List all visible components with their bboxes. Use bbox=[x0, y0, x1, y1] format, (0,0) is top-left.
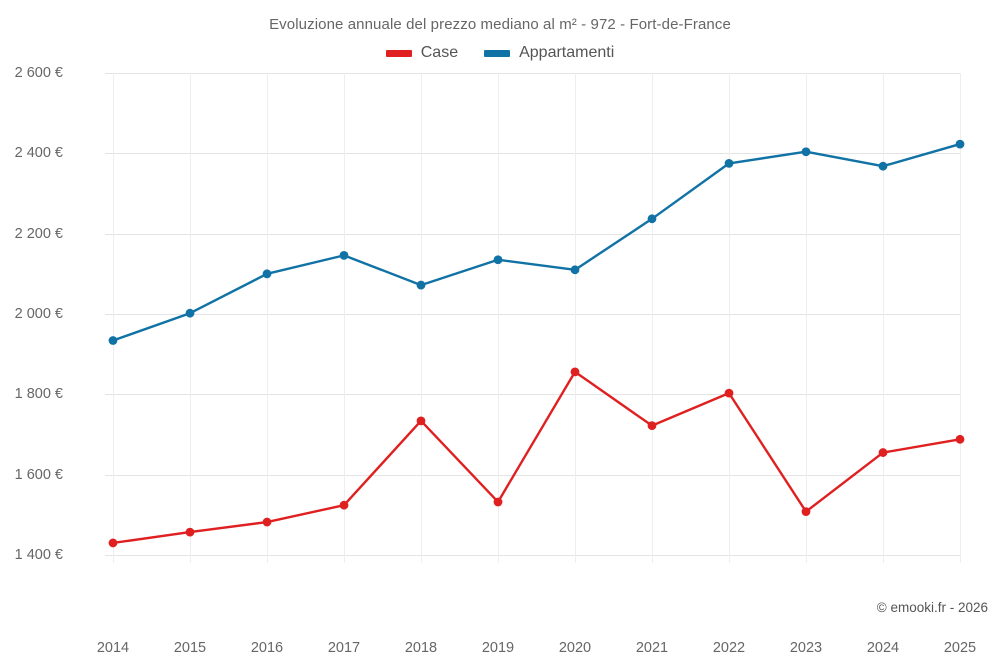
x-axis-tick-label: 2020 bbox=[558, 640, 592, 656]
x-axis-tick-label: 2018 bbox=[404, 640, 438, 656]
gridline-horizontal bbox=[105, 555, 960, 556]
gridline-vertical bbox=[498, 73, 499, 563]
gridline-vertical bbox=[729, 73, 730, 563]
legend-swatch-case-icon bbox=[385, 49, 412, 57]
gridline-vertical bbox=[113, 73, 114, 563]
y-axis-tick-label: 2 600 € bbox=[14, 65, 63, 81]
chart-title: Evoluzione annuale del prezzo mediano al… bbox=[269, 16, 731, 33]
y-axis-tick-label: 2 200 € bbox=[14, 225, 63, 242]
gridline-vertical bbox=[421, 73, 422, 563]
x-axis-tick-label: 2025 bbox=[943, 640, 977, 656]
legend-item-case[interactable]: Case bbox=[385, 44, 459, 62]
gridline-horizontal bbox=[105, 233, 960, 235]
chart-legend: Case Appartamenti bbox=[0, 44, 1000, 62]
gridline-vertical bbox=[575, 73, 576, 563]
y-axis-tick-label: 2 400 € bbox=[14, 145, 63, 162]
legend-label-case: Case bbox=[420, 44, 459, 61]
x-axis-tick-label: 2017 bbox=[327, 640, 361, 656]
gridline-horizontal bbox=[105, 314, 960, 315]
gridline-vertical bbox=[190, 73, 191, 563]
gridline-vertical bbox=[652, 73, 653, 563]
gridline-horizontal bbox=[105, 153, 960, 155]
chart-container: Evoluzione annuale del prezzo mediano al… bbox=[0, 16, 1000, 656]
x-axis-tick-label: 2015 bbox=[173, 640, 207, 656]
gridline-vertical bbox=[806, 73, 807, 563]
y-axis-tick-label: 1 400 € bbox=[14, 547, 63, 563]
gridline-vertical bbox=[344, 73, 345, 563]
x-axis-tick-label: 2014 bbox=[96, 640, 130, 656]
x-axis-tick-label: 2022 bbox=[712, 640, 746, 656]
gridline-horizontal bbox=[105, 394, 960, 396]
x-axis-tick-label: 2024 bbox=[866, 640, 900, 656]
x-axis-tick-label: 2021 bbox=[635, 640, 669, 656]
footer-credit: © emooki.fr - 2026 bbox=[876, 600, 988, 615]
x-axis-tick-label: 2023 bbox=[789, 640, 823, 656]
legend-item-appartamenti[interactable]: Appartamenti bbox=[484, 44, 614, 62]
gridline-horizontal bbox=[105, 474, 960, 476]
x-axis-tick-label: 2019 bbox=[481, 640, 515, 656]
gridline-vertical bbox=[267, 73, 268, 563]
plot-area: 1 400 € 1 600 € 1 800 € 2 000 € 2 200 € 2 400… bbox=[15, 65, 977, 656]
gridline-vertical bbox=[960, 73, 961, 563]
y-axis-tick-label: 1 600 € bbox=[14, 466, 63, 483]
x-axis-tick-label: 2016 bbox=[250, 640, 284, 656]
y-axis-tick-label: 2 000 € bbox=[14, 306, 63, 322]
gridline-vertical bbox=[883, 73, 884, 563]
legend-swatch-appartamenti-icon bbox=[484, 49, 511, 57]
gridline-horizontal bbox=[105, 73, 960, 74]
legend-label-appartamenti: Appartamenti bbox=[519, 44, 615, 61]
y-axis-tick-label: 1 800 € bbox=[14, 386, 63, 403]
